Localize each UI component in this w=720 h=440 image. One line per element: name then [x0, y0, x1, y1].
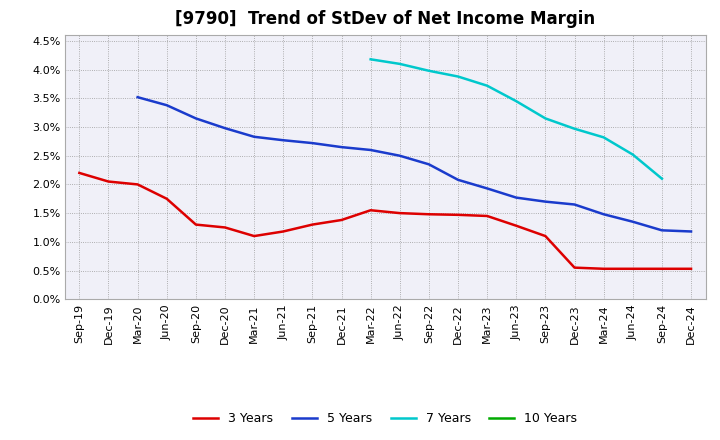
Legend: 3 Years, 5 Years, 7 Years, 10 Years: 3 Years, 5 Years, 7 Years, 10 Years [188, 407, 582, 430]
Title: [9790]  Trend of StDev of Net Income Margin: [9790] Trend of StDev of Net Income Marg… [175, 10, 595, 28]
